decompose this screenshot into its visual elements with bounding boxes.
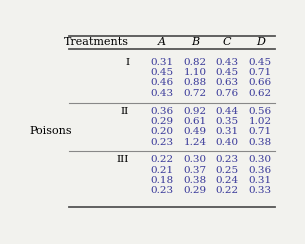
Text: 0.71: 0.71 [249, 68, 272, 77]
Text: 0.36: 0.36 [151, 107, 174, 115]
Text: Treatments: Treatments [64, 37, 129, 47]
Text: 0.38: 0.38 [249, 138, 272, 146]
Text: 0.38: 0.38 [184, 176, 207, 185]
Text: 0.72: 0.72 [184, 89, 207, 98]
Text: 0.43: 0.43 [216, 58, 239, 67]
Text: C: C [223, 37, 231, 47]
Text: 0.88: 0.88 [184, 78, 207, 87]
Text: 0.35: 0.35 [216, 117, 239, 126]
Text: 0.30: 0.30 [249, 155, 272, 164]
Text: 0.82: 0.82 [184, 58, 207, 67]
Text: 0.76: 0.76 [216, 89, 239, 98]
Text: 0.44: 0.44 [216, 107, 239, 115]
Text: 0.23: 0.23 [151, 138, 174, 146]
Text: 0.18: 0.18 [151, 176, 174, 185]
Text: B: B [191, 37, 199, 47]
Text: 0.33: 0.33 [249, 186, 272, 195]
Text: 0.37: 0.37 [184, 166, 207, 175]
Text: 0.46: 0.46 [151, 78, 174, 87]
Text: 0.31: 0.31 [249, 176, 272, 185]
Text: 0.29: 0.29 [151, 117, 174, 126]
Text: I: I [125, 58, 129, 67]
Text: 0.45: 0.45 [249, 58, 272, 67]
Text: 0.62: 0.62 [249, 89, 272, 98]
Text: 0.25: 0.25 [216, 166, 239, 175]
Text: 0.29: 0.29 [184, 186, 207, 195]
Text: 0.71: 0.71 [249, 127, 272, 136]
Text: 0.45: 0.45 [151, 68, 174, 77]
Text: 0.61: 0.61 [184, 117, 207, 126]
Text: 0.66: 0.66 [249, 78, 272, 87]
Text: 0.31: 0.31 [216, 127, 239, 136]
Text: III: III [117, 155, 129, 164]
Text: 0.92: 0.92 [184, 107, 207, 115]
Text: 0.40: 0.40 [216, 138, 239, 146]
Text: 0.21: 0.21 [151, 166, 174, 175]
Text: 0.23: 0.23 [151, 186, 174, 195]
Text: A: A [158, 37, 166, 47]
Text: 0.22: 0.22 [216, 186, 239, 195]
Text: 0.31: 0.31 [151, 58, 174, 67]
Text: 0.43: 0.43 [151, 89, 174, 98]
Text: 0.22: 0.22 [151, 155, 174, 164]
Text: 0.24: 0.24 [216, 176, 239, 185]
Text: Poisons: Poisons [30, 126, 73, 136]
Text: II: II [121, 107, 129, 115]
Text: 1.24: 1.24 [184, 138, 207, 146]
Text: 0.20: 0.20 [151, 127, 174, 136]
Text: 1.02: 1.02 [249, 117, 272, 126]
Text: 0.56: 0.56 [249, 107, 272, 115]
Text: 0.45: 0.45 [216, 68, 239, 77]
Text: 0.30: 0.30 [184, 155, 207, 164]
Text: 0.36: 0.36 [249, 166, 272, 175]
Text: 0.49: 0.49 [184, 127, 207, 136]
Text: 0.63: 0.63 [216, 78, 239, 87]
Text: 1.10: 1.10 [184, 68, 207, 77]
Text: 0.23: 0.23 [216, 155, 239, 164]
Text: D: D [256, 37, 265, 47]
